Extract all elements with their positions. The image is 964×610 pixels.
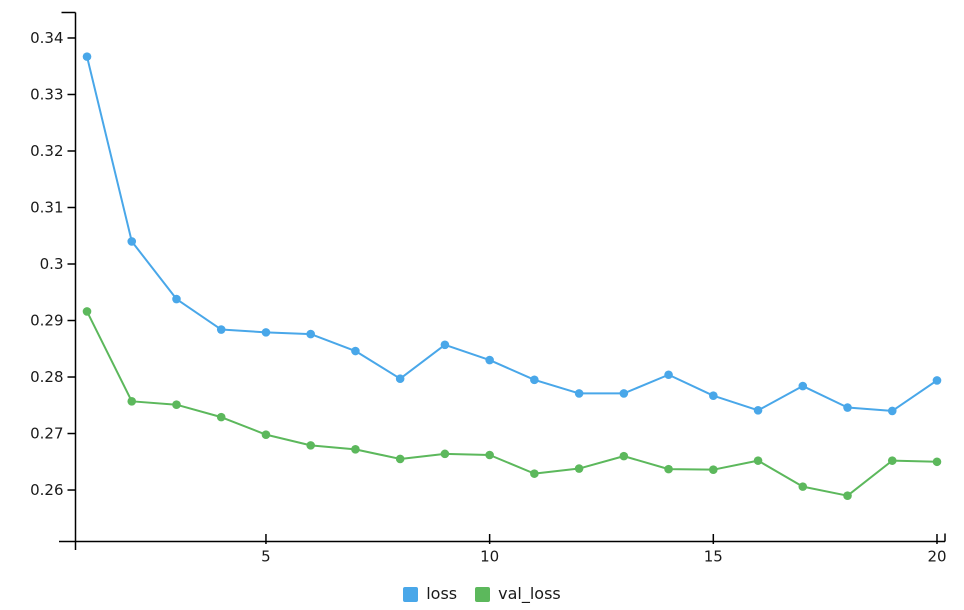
val_loss-point: [82, 307, 92, 316]
val_loss-point: [306, 441, 315, 450]
loss-swatch-icon: [403, 586, 419, 602]
val_loss-point: [798, 482, 808, 491]
val_loss-point: [216, 412, 226, 422]
y-tick-label: 0.27: [30, 425, 63, 443]
y-tick-label: 0.31: [30, 198, 63, 216]
loss-point: [216, 325, 226, 334]
y-tick-label: 0.34: [30, 29, 63, 47]
x-tick-label: 5: [261, 548, 271, 566]
legend-item-val-loss[interactable]: val_loss: [475, 586, 561, 602]
x-tick-label: 10: [480, 548, 499, 566]
loss-point: [172, 294, 181, 304]
legend-label-loss: loss: [426, 584, 458, 603]
loss-point: [127, 237, 137, 246]
loss-line: [86, 55, 938, 412]
y-tick-label: 0.26: [30, 481, 63, 499]
loss-point: [485, 355, 494, 365]
loss-point: [619, 389, 629, 398]
val_loss-point: [753, 456, 763, 465]
val_loss-point: [843, 491, 852, 500]
val_loss-point: [395, 454, 405, 464]
loss-point: [395, 374, 405, 384]
val_loss-point: [440, 449, 450, 459]
val_loss-point: [485, 450, 494, 460]
val_loss-point: [530, 469, 539, 478]
loss-point: [261, 328, 271, 337]
val_loss-point: [261, 430, 271, 439]
x-tick-label: 20: [927, 548, 946, 566]
val_loss-line: [86, 310, 938, 497]
loss-point: [932, 376, 942, 385]
legend-item-loss[interactable]: loss: [403, 586, 457, 602]
y-tick-label: 0.32: [30, 142, 63, 160]
loss-point: [440, 340, 450, 350]
loss-point: [306, 329, 315, 339]
val_loss-point: [887, 456, 897, 465]
loss-point: [530, 375, 539, 385]
loss-point: [753, 406, 763, 415]
loss-point: [887, 406, 897, 416]
loss-point: [82, 52, 92, 61]
val_loss-point: [574, 464, 584, 473]
val_loss-point: [351, 445, 360, 454]
val_loss-point: [709, 465, 718, 474]
y-tick-label: 0.3: [40, 255, 64, 273]
val-loss-swatch-icon: [475, 586, 491, 602]
y-tick-label: 0.29: [30, 312, 63, 330]
val_loss-point: [172, 400, 181, 410]
val_loss-point: [932, 457, 942, 467]
legend-label-val-loss: val_loss: [498, 584, 561, 603]
loss-point: [709, 391, 718, 400]
val_loss-point: [619, 451, 629, 461]
x-tick-label: 15: [704, 548, 723, 566]
chart-legend: loss val_loss: [0, 586, 964, 602]
val_loss-point: [127, 397, 137, 406]
loss-point: [798, 381, 808, 391]
loss-point: [574, 389, 584, 398]
y-tick-label: 0.33: [30, 85, 63, 103]
loss-point: [664, 370, 673, 380]
y-tick-label: 0.28: [30, 368, 63, 386]
val_loss-point: [664, 464, 673, 474]
loss-point: [843, 403, 852, 412]
loss-point: [351, 346, 360, 356]
